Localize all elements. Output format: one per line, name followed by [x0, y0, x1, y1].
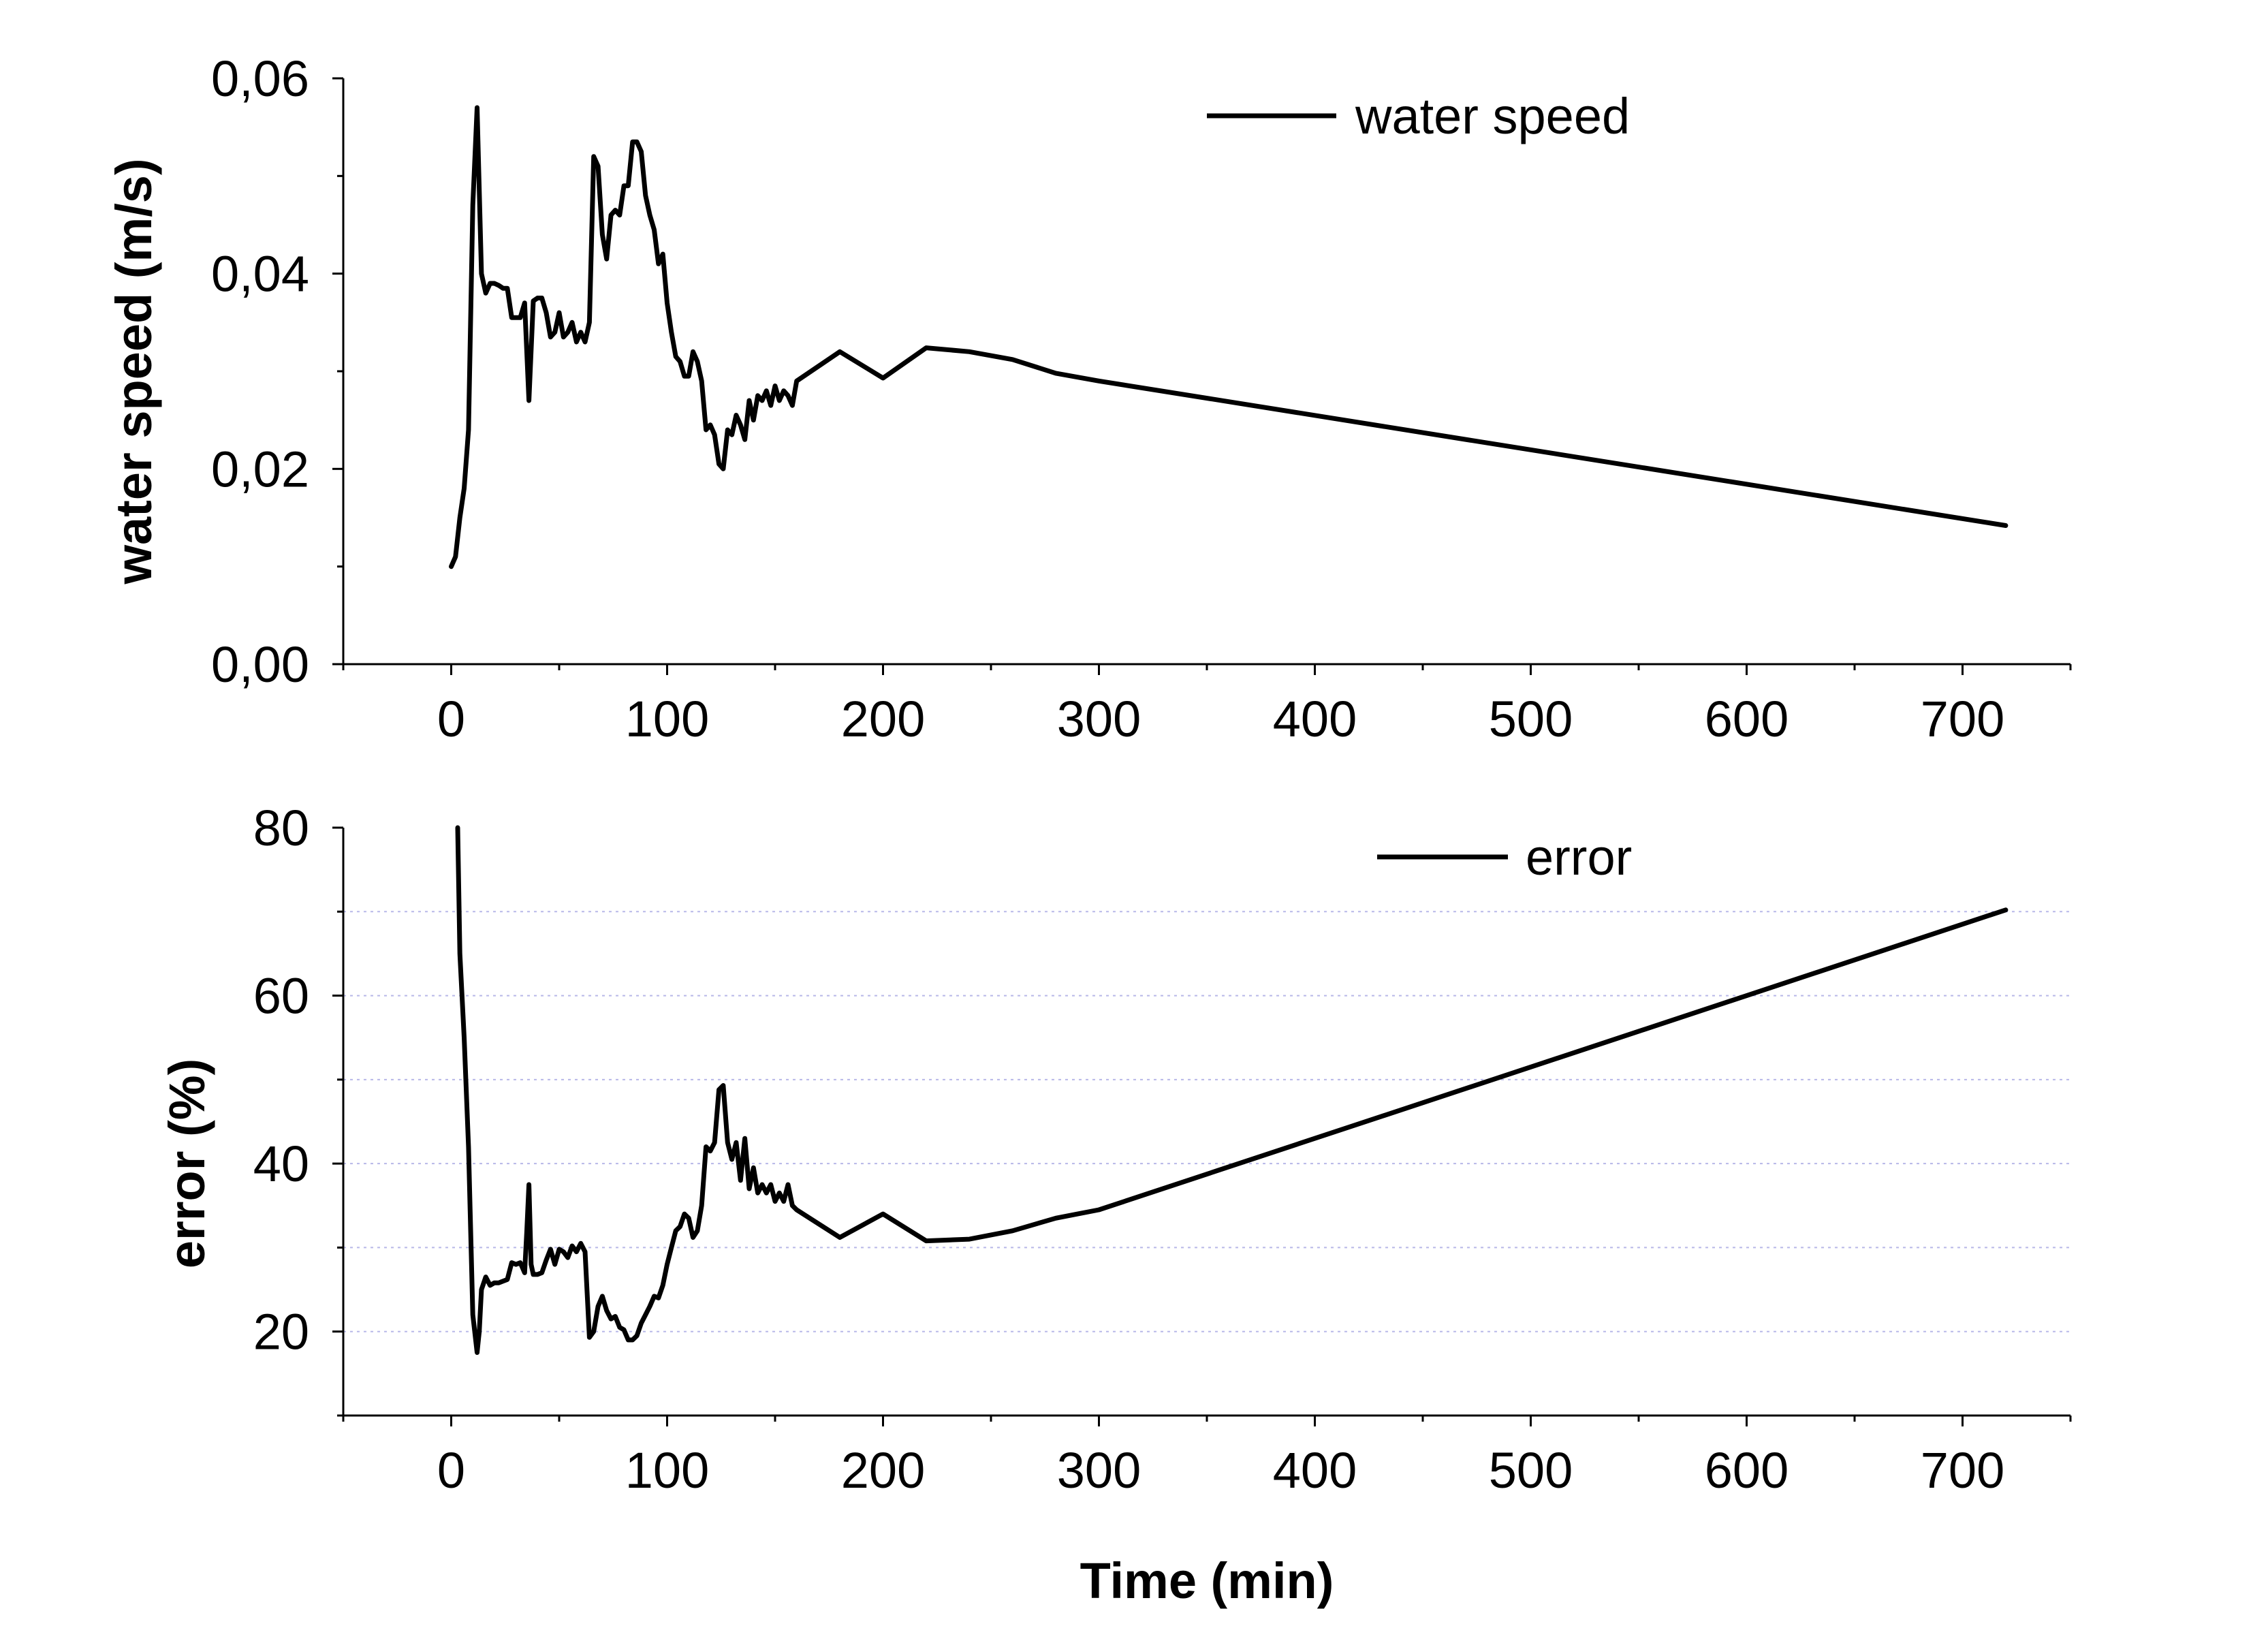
error-legend-label: error — [1526, 829, 1632, 886]
speed-x-tick-label: 200 — [841, 691, 925, 747]
error-chart: 0 100 200 300 400 500 600 700 20 40 60 80 error (%… — [159, 800, 2072, 1609]
time-axis-title: Time (min) — [1080, 1552, 1334, 1609]
water-speed-series-line — [449, 105, 2009, 569]
speed-chart-y-axis-title: water speed (m/s) — [106, 158, 162, 584]
error-y-tick-label: 40 — [253, 1136, 309, 1192]
error-chart-y-tick-labels: 20 40 60 80 — [253, 800, 309, 1360]
speed-x-tick-label: 500 — [1489, 691, 1573, 747]
error-chart-y-axis-title: error (%) — [159, 1059, 215, 1268]
error-x-tick-label: 0 — [437, 1442, 465, 1499]
error-x-tick-label: 500 — [1489, 1442, 1573, 1499]
error-x-tick-label: 100 — [625, 1442, 709, 1499]
speed-y-tick-label: 0,04 — [211, 246, 309, 302]
error-chart-grid — [343, 911, 2070, 1332]
speed-x-tick-label: 400 — [1273, 691, 1357, 747]
error-x-tick-label: 600 — [1705, 1442, 1789, 1499]
error-chart-y-ticks — [332, 826, 343, 1417]
speed-x-tick-label: 0 — [437, 691, 465, 747]
speed-y-tick-label: 0,00 — [211, 636, 309, 693]
speed-y-tick-label: 0,06 — [211, 50, 309, 107]
error-x-tick-label: 700 — [1921, 1442, 2004, 1499]
speed-x-tick-label: 600 — [1705, 691, 1789, 747]
water-speed-legend-label: water speed — [1355, 88, 1630, 144]
speed-chart-y-ticks — [332, 77, 343, 666]
error-x-tick-label: 200 — [841, 1442, 925, 1499]
speed-chart-y-tick-labels: 0,00 0,02 0,04 0,06 — [211, 50, 309, 693]
error-y-tick-label: 20 — [253, 1304, 309, 1360]
speed-x-tick-label: 700 — [1921, 691, 2004, 747]
error-y-tick-label: 60 — [253, 968, 309, 1025]
speed-x-tick-label: 300 — [1057, 691, 1141, 747]
error-chart-x-ticks — [342, 1416, 2072, 1426]
speed-chart-legend: water speed — [1207, 88, 1630, 144]
speed-chart: 0 100 200 300 400 500 600 700 0,000,020,040,06 … — [106, 50, 2072, 747]
speed-x-tick-label: 100 — [625, 691, 709, 747]
speed-chart-x-tick-labels: 0 100 200 300 400 500 600 700 — [437, 691, 2004, 747]
error-chart-x-tick-labels: 0 100 200 300 400 500 600 700 — [437, 1442, 2004, 1499]
error-chart-legend: error — [1377, 829, 1632, 886]
error-x-tick-label: 300 — [1057, 1442, 1141, 1499]
error-y-tick-label: 80 — [253, 800, 309, 856]
error-x-tick-label: 400 — [1273, 1442, 1357, 1499]
speed-chart-x-ticks — [342, 664, 2072, 675]
speed-y-tick-label: 0,02 — [211, 441, 309, 497]
error-series-line — [455, 825, 2009, 1355]
